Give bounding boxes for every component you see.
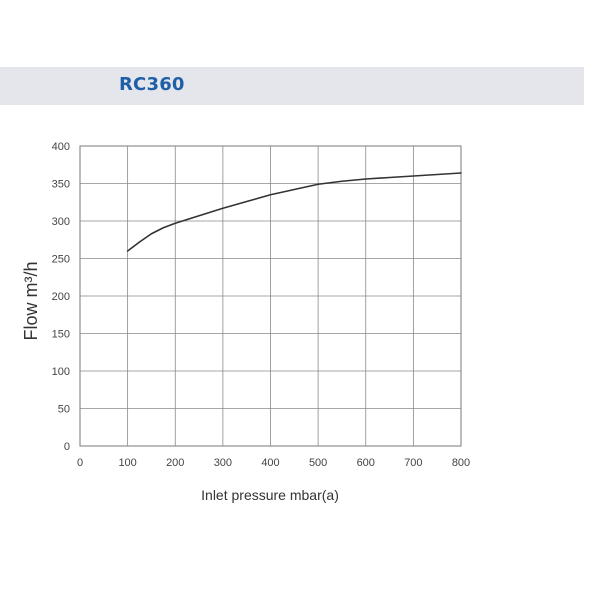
series-line: [126, 172, 462, 252]
axes: [79, 145, 462, 447]
y-tick-label: 200: [52, 291, 70, 303]
y-tick-label: 250: [52, 254, 70, 266]
plot-frame: [79, 145, 462, 447]
y-tick-label: 150: [52, 329, 70, 341]
x-tick-label: 700: [404, 457, 422, 469]
grid: [79, 145, 462, 447]
x-tick-label: 500: [309, 457, 327, 469]
y-tick-label: 0: [64, 441, 70, 453]
series: [126, 172, 462, 252]
y-tick-label: 300: [52, 216, 70, 228]
x-axis-title: Inlet pressure mbar(a): [201, 487, 339, 503]
tick-labels: 0 100 200 300 400 500 600 700 800 0 50 100 150 200 250…: [52, 141, 471, 469]
x-tick-label: 400: [261, 457, 279, 469]
x-tick-label: 0: [77, 457, 83, 469]
y-axis-title: Flow m³/h: [21, 261, 41, 340]
header-band: [0, 67, 584, 105]
x-tick-label: 300: [214, 457, 232, 469]
y-tick-label: 50: [58, 404, 70, 416]
x-tick-label: 100: [118, 457, 136, 469]
x-tick-label: 800: [452, 457, 470, 469]
y-tick-label: 100: [52, 366, 70, 378]
x-tick-label: 600: [357, 457, 375, 469]
y-tick-label: 400: [52, 141, 70, 153]
chart-title: RC360: [119, 74, 185, 95]
x-tick-label: 200: [166, 457, 184, 469]
y-tick-label: 350: [52, 179, 70, 191]
